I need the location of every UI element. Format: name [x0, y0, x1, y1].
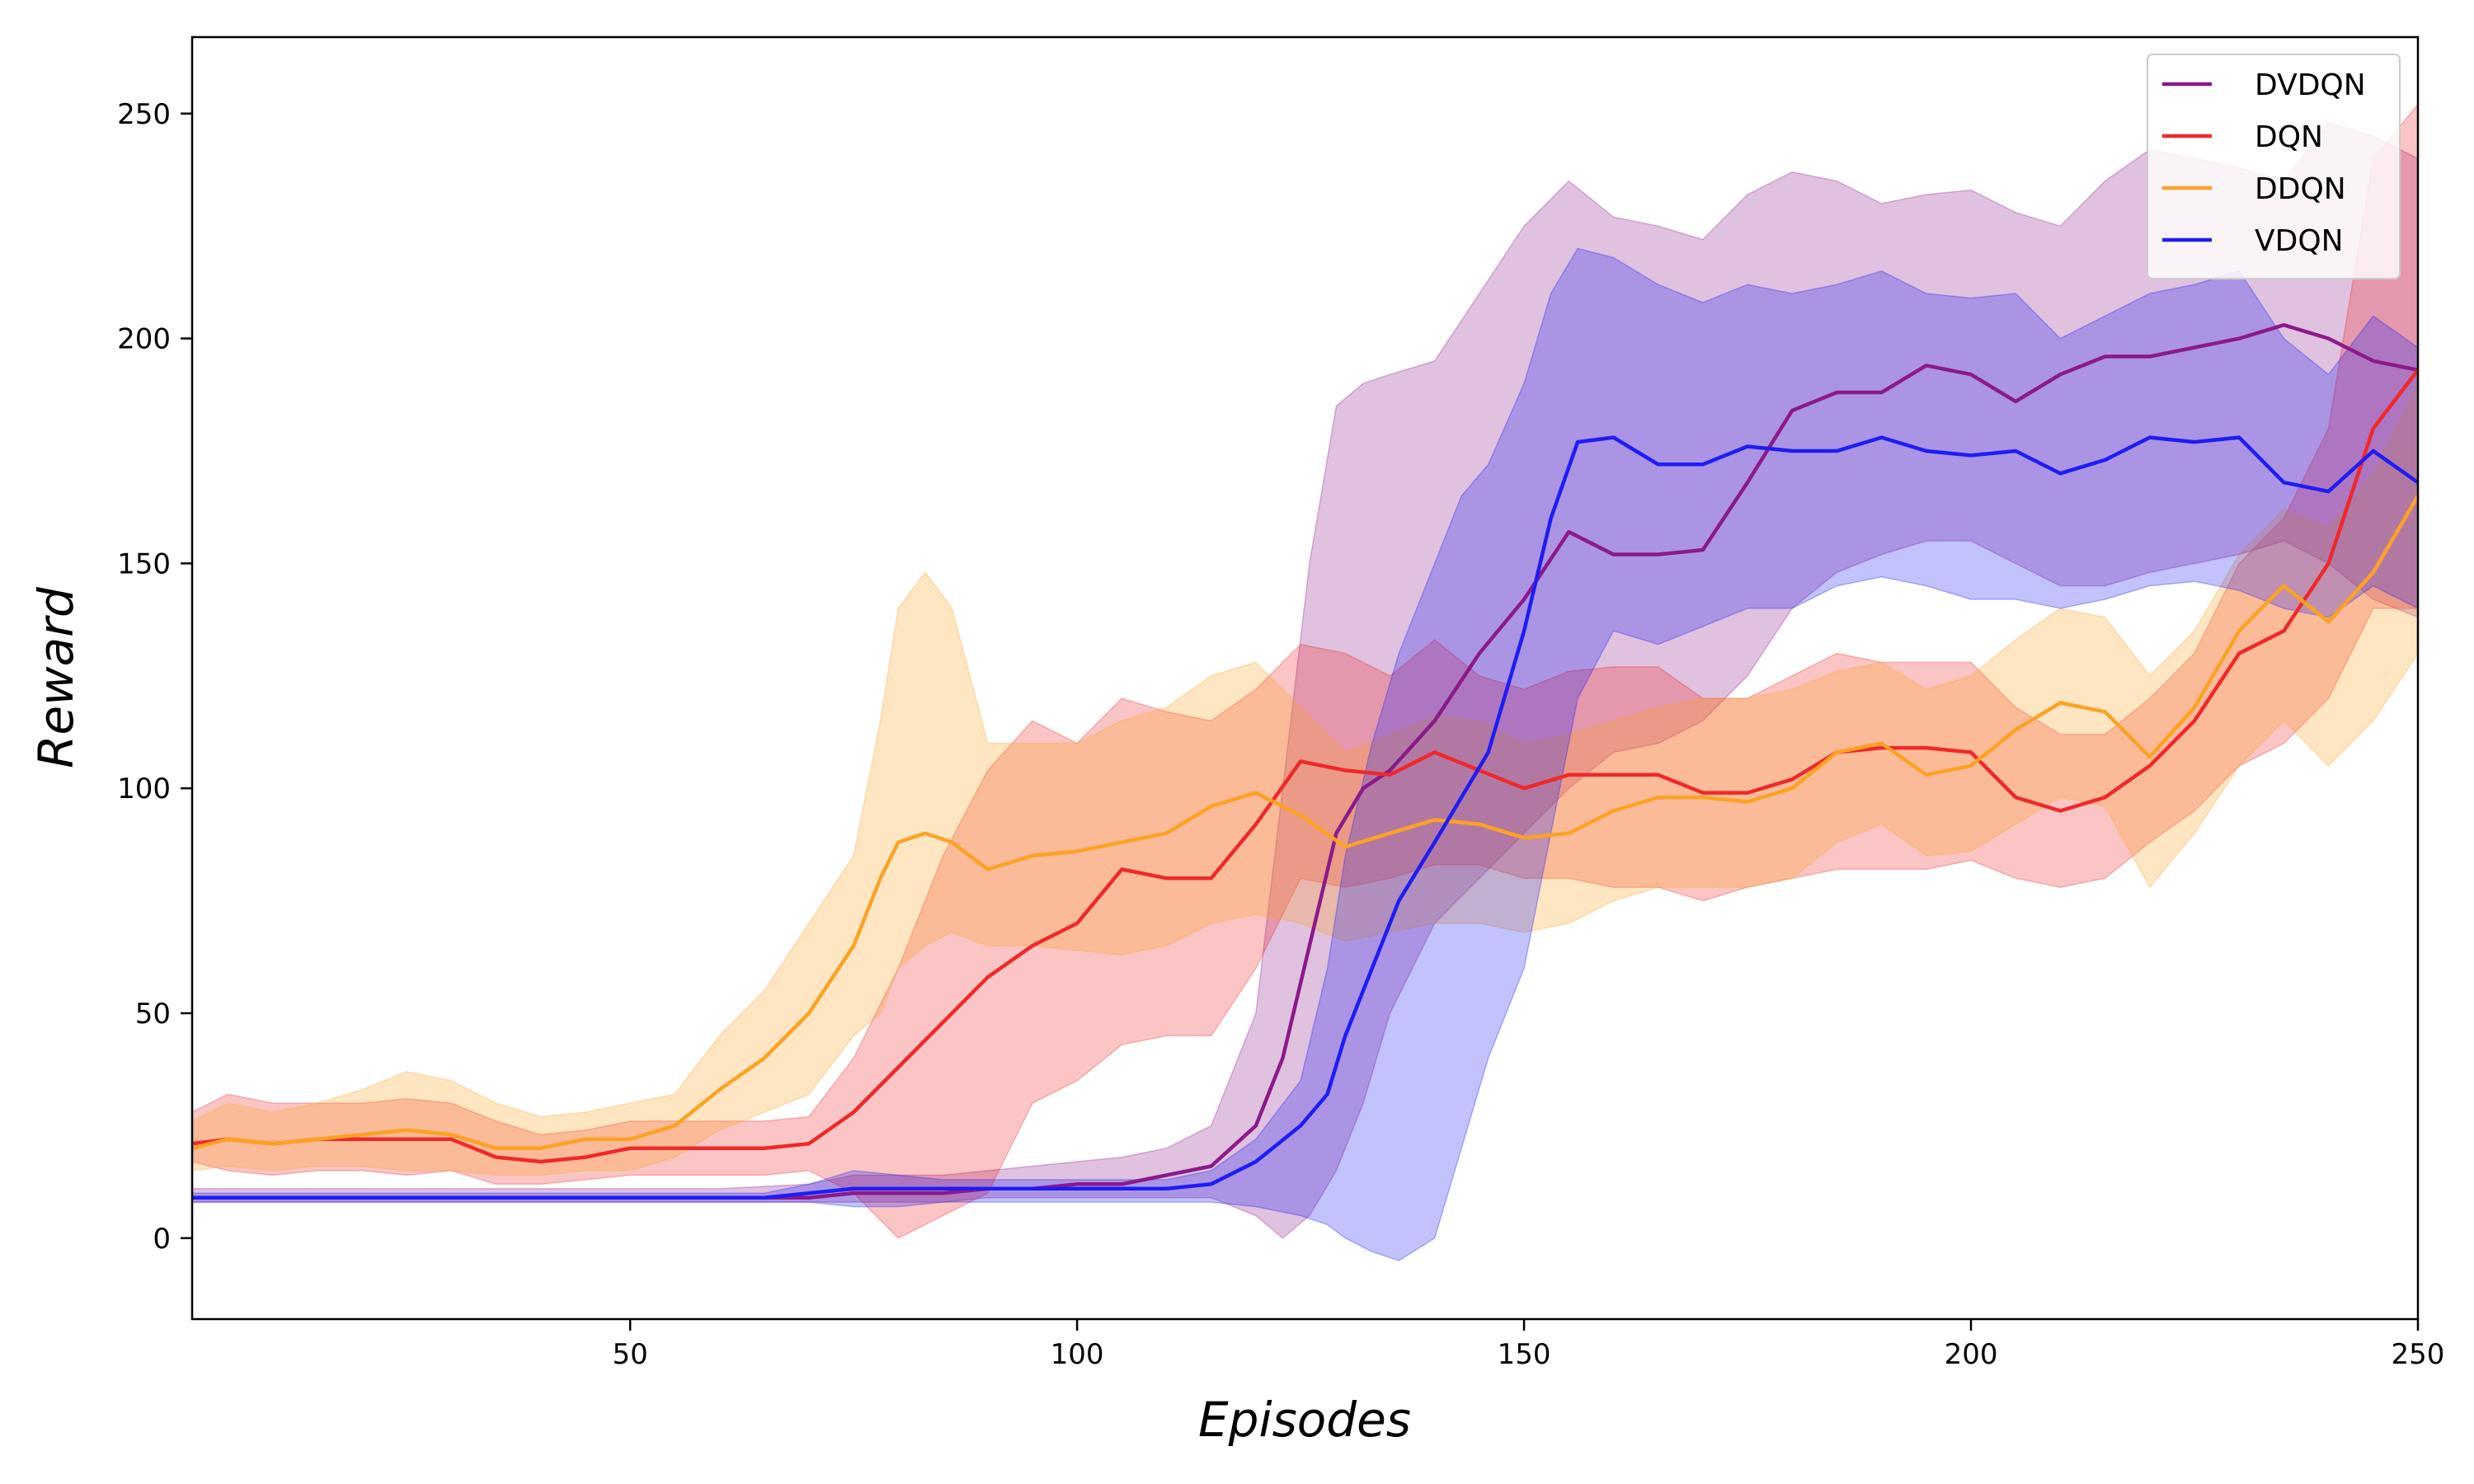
line-ddqn [192, 495, 2418, 1150]
x-axis: 50 100 150 200 250 [612, 1319, 2444, 1371]
x-tick-label: 50 [612, 1338, 647, 1371]
x-tick-label: 200 [1945, 1338, 1998, 1371]
x-tick-label: 150 [1498, 1338, 1551, 1371]
line-dvdqn [192, 322, 2418, 1200]
band-dvdqn [192, 121, 2418, 1239]
legend-label-ddqn: DDQN [2255, 172, 2346, 206]
legend: DVDQN DQN DDQN VDQN [2147, 54, 2401, 279]
y-tick-label: 200 [117, 323, 171, 356]
y-axis-title: Reward [28, 586, 84, 768]
y-tick-label: 50 [135, 998, 171, 1031]
plot-area [192, 103, 2418, 1261]
plot-frame [190, 35, 2420, 1321]
x-tick-label: 100 [1051, 1338, 1104, 1371]
band-vdqn [192, 247, 2418, 1261]
line-vdqn [192, 435, 2418, 1200]
x-axis-title: Episodes [1198, 1392, 1411, 1448]
line-dqn [192, 369, 2418, 1164]
band-ddqn [192, 383, 2418, 1176]
band-dqn [192, 103, 2418, 1239]
x-tick-label: 250 [2392, 1338, 2445, 1371]
legend-frame [2147, 54, 2401, 279]
y-tick-label: 100 [117, 773, 171, 805]
legend-label-dqn: DQN [2255, 120, 2323, 154]
legend-label-dvdqn: DVDQN [2255, 68, 2366, 102]
y-tick-label: 150 [117, 547, 171, 580]
y-axis: 0 50 100 150 200 250 [117, 98, 192, 1256]
y-tick-label: 250 [117, 98, 171, 131]
legend-label-vdqn: VDQN [2255, 224, 2344, 258]
y-tick-label: 0 [153, 1223, 171, 1256]
